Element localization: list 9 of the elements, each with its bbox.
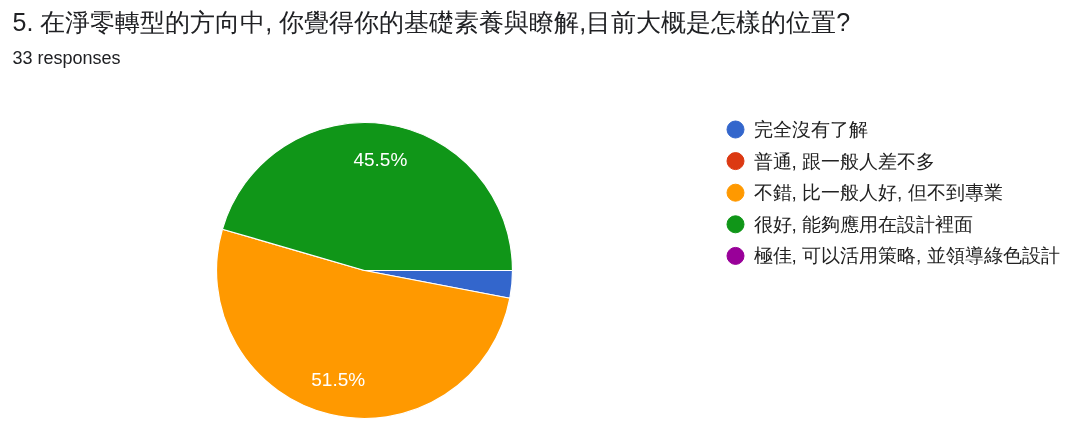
data-label: 51.5% bbox=[311, 369, 366, 391]
legend-label: 不錯, 比一般人好, 但不到專業 bbox=[753, 182, 1003, 204]
chart-title: 5. 在淨零轉型的方向中, 你覺得你的基礎素養與瞭解,目前大概是怎樣的位置? bbox=[12, 7, 851, 36]
legend-label: 完全沒有了解 bbox=[753, 119, 868, 140]
data-label: 45.5% bbox=[353, 148, 408, 170]
text: 33 responses bbox=[12, 47, 121, 68]
legend-label: 普通, 跟一般人差不多 bbox=[753, 150, 936, 172]
legend-label: 極佳, 可以活用策略, 並領導綠色設計 bbox=[753, 245, 1060, 267]
legend-label: 很好, 能夠應用在設計裡面 bbox=[753, 213, 974, 235]
